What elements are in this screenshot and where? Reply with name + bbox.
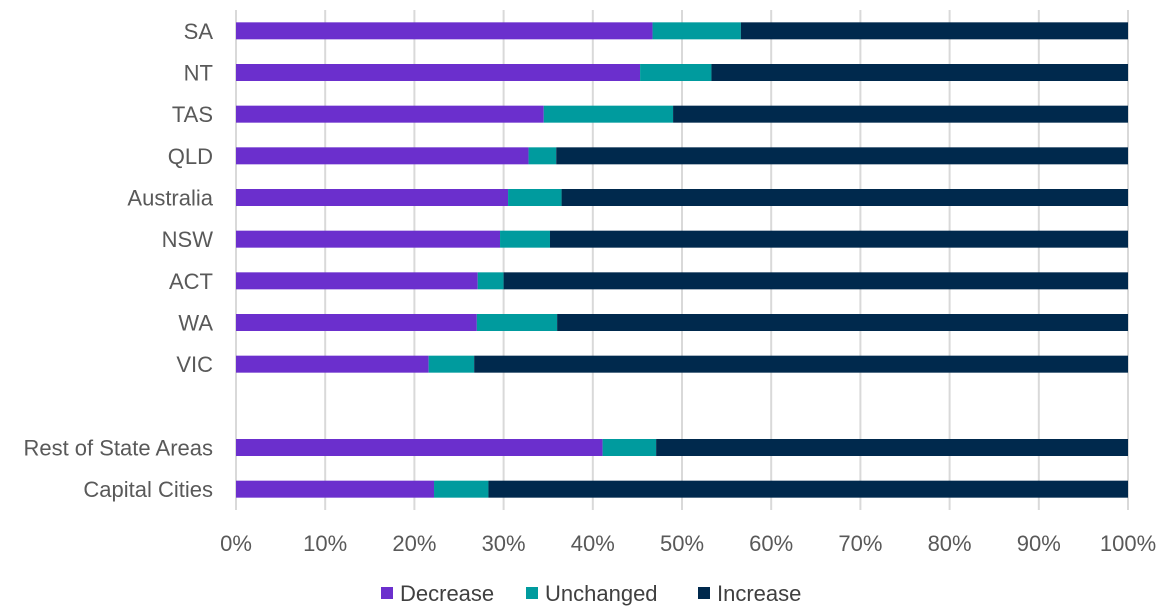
category-label: Australia <box>127 186 213 211</box>
bar-segment-decrease <box>236 480 435 498</box>
bar-segment-decrease <box>236 147 529 165</box>
category-label: WA <box>178 311 213 336</box>
x-tick-label: 90% <box>1017 531 1061 556</box>
category-label: QLD <box>168 144 213 169</box>
bar-segment-increase <box>556 147 1128 165</box>
bar-segment-unchanged <box>602 439 657 456</box>
legend: Decrease Unchanged Increase <box>381 581 801 606</box>
category-label: VIC <box>176 352 213 377</box>
bar-segment-unchanged <box>428 355 475 373</box>
bar-segment-increase <box>549 230 1128 248</box>
category-label: Rest of State Areas <box>23 436 213 461</box>
bar-segment-unchanged <box>500 230 550 248</box>
bar-segment-decrease <box>236 105 544 123</box>
bar-segment-unchanged <box>543 105 674 123</box>
bar-segment-decrease <box>236 189 509 206</box>
category-label: ACT <box>169 269 213 294</box>
x-tick-label: 30% <box>482 531 526 556</box>
bar-segment-decrease <box>236 230 501 248</box>
bar-segment-decrease <box>236 272 478 290</box>
bar-segment-increase <box>711 64 1128 81</box>
x-tick-label: 0% <box>220 531 252 556</box>
x-tick-label: 70% <box>838 531 882 556</box>
bar-segment-decrease <box>236 439 603 456</box>
bar-segment-decrease <box>236 22 653 40</box>
bar-segment-increase <box>488 480 1128 498</box>
legend-label: Decrease <box>400 581 494 606</box>
bar-segment-decrease <box>236 314 477 331</box>
bar-segment-unchanged <box>434 480 489 498</box>
bar-segment-increase <box>656 439 1128 456</box>
category-labels: SA NT TAS QLD Australia NSW ACT WA VIC Rest of St… <box>23 19 213 502</box>
bar-segment-increase <box>474 355 1128 373</box>
bar-segment-unchanged <box>508 189 562 206</box>
bar-segment-unchanged <box>477 272 504 290</box>
category-label: Capital Cities <box>83 477 213 502</box>
category-label: NSW <box>162 227 214 252</box>
bar-segment-unchanged <box>640 64 712 81</box>
legend-swatch-increase <box>698 587 710 599</box>
bar-segment-increase <box>740 22 1128 40</box>
x-tick-label: 60% <box>749 531 793 556</box>
x-tick-label: 20% <box>392 531 436 556</box>
legend-label: Unchanged <box>545 581 658 606</box>
bar-segment-decrease <box>236 64 641 81</box>
bar-segment-increase <box>673 105 1128 123</box>
bar-segment-unchanged <box>476 314 558 331</box>
bar-segment-unchanged <box>652 22 741 40</box>
bars <box>236 22 1129 498</box>
x-tick-label: 80% <box>928 531 972 556</box>
x-tick-label: 50% <box>660 531 704 556</box>
x-tick-labels: 0% 10% 20% 30% 40% 50% 60% 70% 80% 90% 100% <box>220 531 1156 556</box>
x-tick-label: 100% <box>1100 531 1156 556</box>
category-label: TAS <box>172 102 213 127</box>
legend-swatch-unchanged <box>526 587 538 599</box>
bar-segment-unchanged <box>528 147 557 165</box>
bar-segment-increase <box>561 189 1128 206</box>
x-tick-label: 10% <box>303 531 347 556</box>
legend-swatch-decrease <box>381 587 393 599</box>
gridlines <box>235 10 1129 510</box>
bar-segment-increase <box>503 272 1129 290</box>
x-tick-label: 40% <box>571 531 615 556</box>
bar-segment-increase <box>557 314 1128 331</box>
bar-segment-decrease <box>236 355 429 373</box>
category-label: NT <box>184 61 213 86</box>
legend-label: Increase <box>717 581 801 606</box>
category-label: SA <box>184 19 214 44</box>
